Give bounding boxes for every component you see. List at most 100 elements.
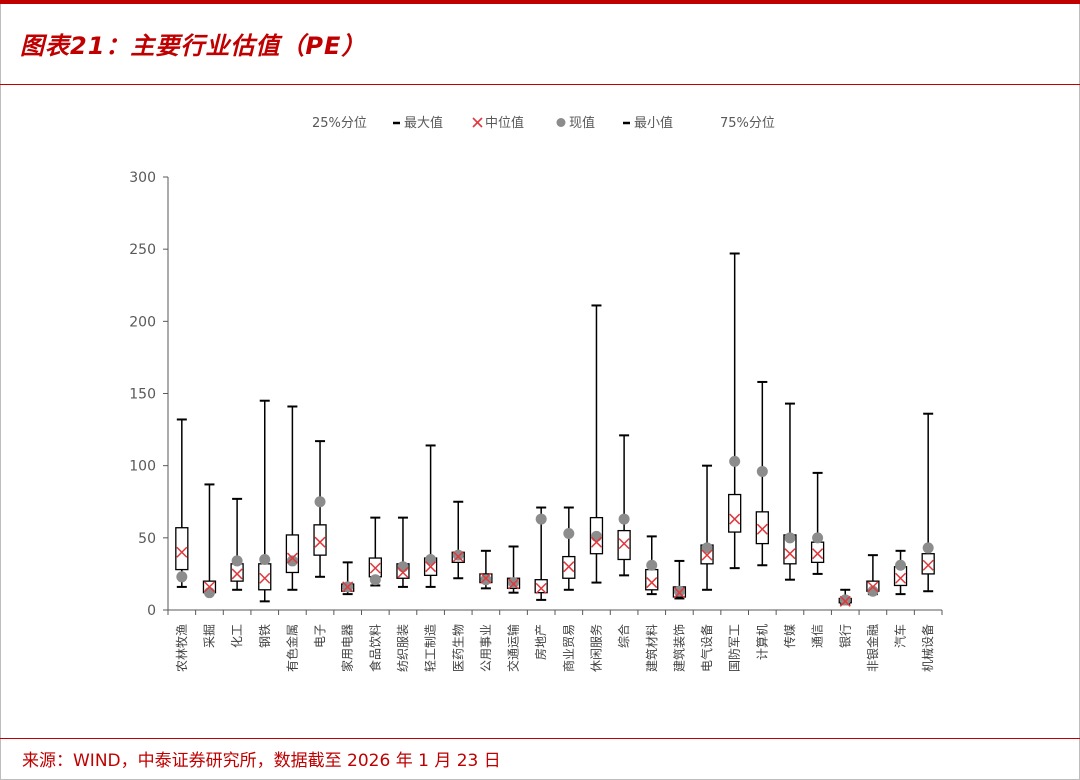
- category-label: 建筑材料: [644, 624, 659, 672]
- median-x-marker: [535, 582, 547, 594]
- category-label: 采掘: [201, 624, 216, 648]
- median-x-marker: [203, 581, 215, 593]
- category-label: 轻工制造: [424, 624, 438, 672]
- iqr-box: [617, 529, 631, 561]
- median-x-marker: [176, 546, 188, 558]
- current-value-dot: [784, 532, 796, 544]
- current-value-dot: [867, 585, 879, 597]
- x-axis: 农林牧渔 采掘 化工 钢铁 有色金属 电子 家用电器 食品饮料 纺织服装 轻工制造 医药生物 公用事业…: [167, 609, 943, 672]
- figure-title: 图表21：主要行业估值（PE）: [20, 32, 367, 60]
- current-value-dot: [369, 574, 381, 586]
- median-x-marker: [508, 578, 520, 590]
- iqr-box: [810, 541, 825, 564]
- category-label: 有色金属: [284, 624, 299, 672]
- legend-label: 75%分位: [720, 116, 775, 131]
- y-tick-label: 0: [147, 603, 156, 619]
- category-label: 家用电器: [340, 624, 355, 672]
- category-label: 休闲服务: [588, 624, 603, 672]
- current-value-dot: [508, 577, 520, 589]
- current-value-dot: [231, 555, 243, 567]
- current-value-dot: [618, 513, 630, 525]
- category-label: 食品饮料: [367, 624, 382, 672]
- current-value-dot: [203, 587, 215, 599]
- median-x-marker: [812, 548, 824, 560]
- median-x-marker: [590, 536, 602, 548]
- category-label: 计算机: [754, 624, 769, 660]
- box-item: [368, 516, 382, 587]
- current-value-dot: [922, 542, 934, 554]
- median-x-stroke: [646, 577, 658, 589]
- box-item: [451, 500, 465, 580]
- median-x-stroke: [259, 572, 271, 584]
- category-label: 机械设备: [920, 624, 935, 672]
- category-label: 商业贸易: [561, 624, 576, 672]
- box-item: [341, 561, 355, 596]
- median-x-stroke: [839, 595, 851, 607]
- current-value-dot: [646, 559, 658, 571]
- box-item: [589, 304, 604, 584]
- median-x-stroke: [480, 572, 492, 584]
- iqr-box: [921, 553, 935, 575]
- median-x-marker: [314, 536, 326, 548]
- median-x-stroke: [895, 572, 907, 584]
- box-item: [562, 506, 576, 591]
- median-x-marker: [563, 561, 575, 573]
- median-x-stroke: [342, 581, 354, 593]
- category-label: 建筑装饰: [671, 624, 686, 672]
- box-item: [258, 399, 272, 603]
- median-x-stroke: [618, 538, 630, 550]
- y-tick-label: 50: [138, 531, 156, 547]
- median-x-marker: [425, 561, 437, 573]
- iqr-box: [728, 493, 742, 533]
- median-x-marker: [756, 523, 768, 535]
- median-x-stroke: [369, 562, 381, 574]
- legend-item: 最小值: [623, 115, 673, 131]
- current-value-dot: [425, 553, 437, 565]
- median-x-marker: [259, 572, 271, 584]
- box-item: [645, 535, 659, 596]
- median-x-stroke: [756, 523, 768, 535]
- median-x-stroke: [590, 536, 602, 548]
- box-item: [534, 506, 548, 601]
- iqr-box: [313, 524, 327, 556]
- y-tick-label: 100: [129, 459, 156, 475]
- category-label: 汽车: [893, 624, 908, 648]
- box-item: [396, 516, 410, 588]
- current-value-dot: [397, 561, 409, 573]
- category-label: 交通运输: [506, 624, 521, 672]
- legend-label: 最小值: [634, 115, 673, 131]
- median-x-stroke: [812, 548, 824, 560]
- legend-item: 中位值: [472, 115, 524, 131]
- y-tick-label: 300: [129, 170, 156, 186]
- box-item: [921, 412, 935, 593]
- legend-item: 75%分位: [720, 116, 775, 131]
- category-label: 公用事业: [479, 624, 493, 672]
- box-item: [838, 588, 852, 607]
- legend-label: 现值: [569, 115, 595, 131]
- box-item: [175, 418, 189, 588]
- category-label: 综合: [616, 624, 631, 648]
- median-x-stroke: [535, 582, 547, 594]
- median-x-stroke: [314, 536, 326, 548]
- median-x-marker: [784, 548, 796, 560]
- box-item: [866, 554, 880, 597]
- legend-label: 中位值: [485, 115, 524, 131]
- median-x-stroke: [867, 581, 879, 593]
- box-item: [783, 402, 797, 581]
- median-x-stroke: [508, 578, 520, 590]
- box-item: [672, 559, 687, 600]
- footer-divider: [0, 738, 1080, 739]
- median-x-marker: [922, 559, 934, 571]
- median-x-stroke: [397, 566, 409, 579]
- current-value-dot: [590, 530, 602, 542]
- iqr-box: [175, 527, 189, 571]
- box-plot-chart: 25%分位 最大值 中位值 现值 最小值 75%分位 0 50 100 150 200 250 300…: [129, 115, 943, 672]
- category-label: 通信: [811, 624, 825, 648]
- source-note: 来源：WIND，中泰证券研究所，数据截至 2026 年 1 月 23 日: [22, 751, 501, 771]
- box-item: [810, 471, 825, 575]
- box-item: [700, 464, 714, 591]
- current-value-dot: [839, 594, 851, 606]
- median-x-marker: [701, 549, 713, 561]
- median-x-marker: [729, 513, 741, 525]
- current-value-dot: [452, 549, 464, 561]
